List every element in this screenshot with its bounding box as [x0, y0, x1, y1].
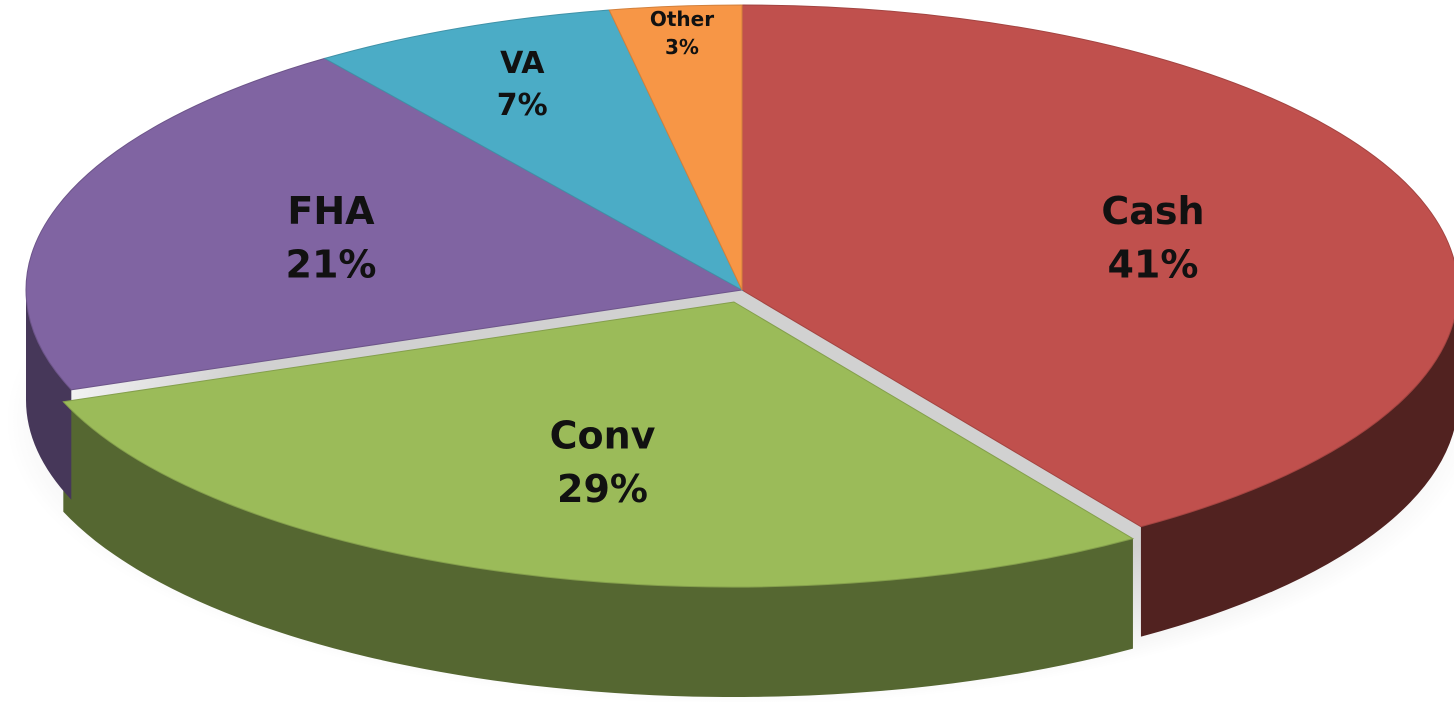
slice-label: Conv	[550, 414, 656, 458]
slice-value-label: 7%	[497, 88, 548, 123]
slice-side	[1140, 319, 1454, 637]
slice-label: Cash	[1101, 189, 1204, 233]
slice-side	[63, 401, 1133, 698]
slice	[323, 9, 744, 292]
slice-label: Other	[650, 7, 714, 31]
slice-value-label: 41%	[1107, 242, 1198, 286]
slice-label: VA	[500, 46, 545, 81]
slice-value-label: 21%	[286, 242, 377, 286]
slice	[25, 57, 744, 391]
slice-value-label: 3%	[665, 35, 699, 59]
slice	[741, 4, 1454, 528]
slice-value-label: 29%	[557, 467, 648, 511]
slice	[608, 4, 743, 291]
slice-label: FHA	[287, 189, 375, 233]
slice-side	[26, 290, 72, 500]
slice	[62, 301, 1135, 588]
